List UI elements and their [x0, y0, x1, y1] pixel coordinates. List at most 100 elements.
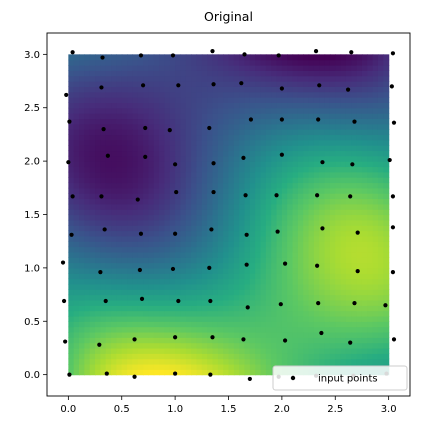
heatmap-cell: [175, 129, 182, 136]
heatmap-cell: [271, 65, 278, 71]
heatmap-cell: [372, 353, 379, 360]
heatmap-cell: [132, 246, 139, 253]
heatmap-cell: [148, 59, 155, 66]
heatmap-cell: [127, 257, 134, 264]
heatmap-cell: [356, 283, 363, 290]
heatmap-cell: [351, 241, 358, 248]
heatmap-cell: [345, 326, 352, 333]
heatmap-cell: [180, 321, 187, 328]
heatmap-cell: [244, 155, 251, 162]
heatmap-cell: [148, 369, 155, 376]
heatmap-cell: [308, 91, 315, 98]
heatmap-cell: [223, 273, 230, 280]
heatmap-cell: [201, 294, 208, 301]
heatmap-cell: [340, 310, 347, 317]
heatmap-cell: [335, 177, 342, 184]
heatmap-cell: [207, 363, 214, 370]
heatmap-cell: [153, 310, 160, 317]
heatmap-cell: [116, 310, 123, 317]
heatmap-cell: [335, 342, 342, 349]
heatmap-cell: [164, 289, 171, 296]
heatmap-cell: [105, 177, 112, 184]
heatmap-cell: [100, 113, 107, 120]
heatmap-cell: [345, 54, 352, 61]
heatmap-cell: [95, 123, 101, 130]
heatmap-cell: [287, 251, 294, 258]
heatmap-cell: [345, 225, 352, 232]
heatmap-cell: [329, 241, 336, 248]
heatmap-cell: [260, 246, 267, 253]
heatmap-cell: [297, 321, 304, 328]
heatmap-cell: [68, 86, 75, 93]
heatmap-cell: [207, 283, 214, 290]
heatmap-cell: [383, 203, 390, 210]
heatmap-cell: [116, 177, 123, 184]
heatmap-cell: [249, 113, 256, 120]
heatmap-cell: [356, 310, 363, 317]
heatmap-cell: [137, 283, 144, 290]
heatmap-cell: [223, 139, 230, 146]
heatmap-cell: [329, 305, 336, 312]
heatmap-cell: [217, 262, 224, 269]
heatmap-cell: [308, 294, 315, 301]
heatmap-cell: [255, 70, 262, 77]
heatmap-cell: [303, 305, 310, 312]
heatmap-cell: [287, 145, 294, 152]
heatmap-cell: [340, 235, 347, 242]
heatmap-cell: [223, 113, 230, 120]
heatmap-cell: [340, 177, 347, 184]
heatmap-cell: [121, 145, 128, 152]
heatmap-cell: [159, 358, 166, 365]
heatmap-cell: [377, 337, 384, 344]
heatmap-cell: [89, 203, 96, 210]
heatmap-cell: [84, 347, 91, 354]
heatmap-cell: [79, 230, 85, 237]
heatmap-cell: [276, 150, 283, 157]
heatmap-cell: [287, 289, 294, 296]
heatmap-cell: [196, 102, 203, 109]
heatmap-cell: [159, 289, 166, 296]
heatmap-cell: [265, 337, 272, 344]
heatmap-cell: [185, 353, 192, 360]
heatmap-cell: [84, 209, 91, 216]
heatmap-cell: [335, 193, 342, 200]
heatmap-cell: [84, 337, 91, 344]
heatmap-cell: [68, 107, 75, 114]
input-point: [275, 229, 280, 234]
heatmap-cell: [164, 353, 171, 360]
heatmap-cell: [196, 139, 203, 146]
heatmap-cell: [79, 337, 85, 344]
heatmap-cell: [292, 193, 299, 200]
heatmap-cell: [271, 145, 278, 152]
heatmap-cell: [297, 193, 304, 200]
heatmap-cell: [228, 214, 235, 221]
heatmap-cell: [260, 347, 267, 354]
heatmap-cell: [255, 278, 262, 285]
heatmap-cell: [223, 235, 230, 242]
heatmap-cell: [169, 363, 176, 370]
heatmap-cell: [105, 203, 112, 210]
heatmap-cell: [351, 129, 358, 136]
heatmap-cell: [271, 134, 278, 141]
heatmap-cell: [249, 251, 256, 258]
heatmap-cell: [377, 203, 384, 210]
heatmap-cell: [260, 278, 267, 285]
heatmap-cell: [260, 310, 267, 317]
heatmap-cell: [361, 241, 368, 248]
heatmap-cell: [340, 75, 347, 82]
heatmap-cell: [340, 166, 347, 173]
heatmap-cell: [255, 305, 262, 312]
heatmap-cell: [111, 214, 117, 221]
heatmap-cell: [372, 262, 379, 269]
heatmap-cell: [372, 358, 379, 365]
heatmap-cell: [169, 198, 176, 205]
heatmap-cell: [137, 278, 144, 285]
heatmap-cell: [207, 203, 214, 210]
heatmap-cell: [345, 155, 352, 162]
heatmap-cell: [207, 246, 214, 253]
heatmap-cell: [233, 187, 240, 194]
heatmap-cell: [335, 289, 342, 296]
heatmap-cell: [313, 235, 320, 242]
heatmap-cell: [260, 75, 267, 82]
heatmap-cell: [143, 262, 150, 269]
